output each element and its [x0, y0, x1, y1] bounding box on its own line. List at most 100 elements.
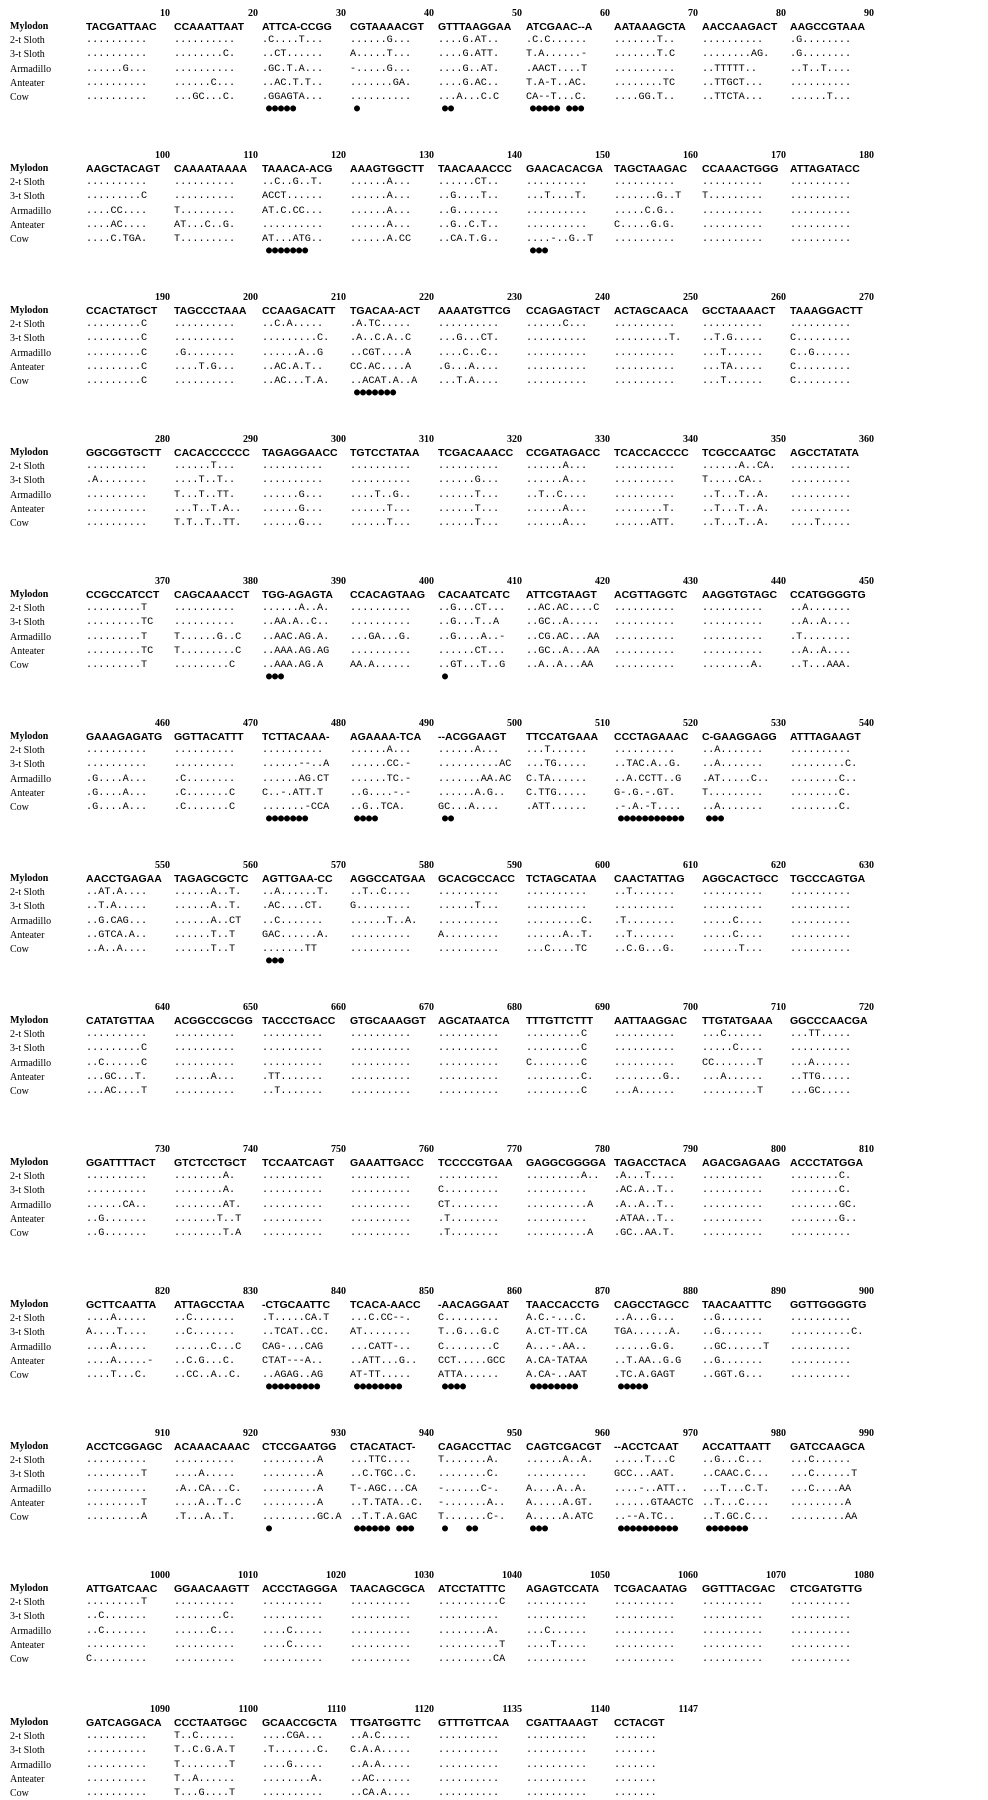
sequence-segment: ..........: [262, 1171, 324, 1183]
sequence-segment: ......C...C: [174, 1341, 242, 1353]
sequence-segment: ..........: [174, 319, 236, 331]
reference-sequence-segment: ATTAGATACC: [790, 163, 860, 175]
sequence-segment: ..C.......: [174, 1327, 236, 1339]
position-number: 850: [419, 1286, 434, 1297]
taxon-label: Cow: [10, 1370, 29, 1381]
sequence-segment: .........GC.A: [262, 1512, 342, 1523]
sequence-segment: ..........: [790, 1313, 852, 1325]
sequence-segment: ..........: [526, 1469, 588, 1481]
reference-sequence-segment: --ACGGAAGT: [438, 731, 507, 743]
sequence-segment: ..G.CAG...: [86, 915, 148, 927]
sequence-segment: CCT.....GCC: [438, 1355, 506, 1367]
sequence-segment: .........A: [262, 1469, 324, 1481]
position-number: 50: [512, 8, 522, 19]
sequence-segment: .........A: [790, 1497, 852, 1509]
sequence-segment: A.........: [438, 929, 500, 941]
sequence-segment: ..........: [350, 1639, 412, 1651]
sequence-segment: ..........: [526, 887, 588, 899]
sequence-segment: ..........: [526, 1654, 588, 1665]
sequence-segment: ......ATT.: [614, 518, 676, 529]
taxon-label: 2-t Sloth: [10, 177, 45, 189]
reference-sequence-segment: GTGCAAAGGT: [350, 1015, 426, 1027]
sequence-segment: T..G...G.C: [438, 1327, 500, 1339]
position-number: 120: [331, 150, 346, 161]
sequence-segment: ..GC......T: [702, 1341, 770, 1353]
reference-sequence-segment: GGAACAAGTT: [174, 1583, 250, 1595]
position-number: 470: [243, 718, 258, 729]
position-number: 870: [595, 1286, 610, 1297]
reference-sequence-segment: GAACACACGA: [526, 163, 603, 175]
sequence-segment: ....-..ATT..: [614, 1483, 688, 1495]
sequence-segment: ......A..T.: [174, 901, 242, 913]
reference-sequence-segment: TACGATTAAC: [86, 21, 157, 33]
taxon-label: Armadillo: [10, 1341, 52, 1353]
sequence-segment: T.........C: [174, 645, 242, 657]
reference-sequence-segment: TAACAGCGCA: [350, 1583, 426, 1595]
sequence-segment: ...TG.....: [526, 759, 588, 771]
taxon-label: Cow: [10, 1228, 29, 1239]
sequence-segment: ..........: [526, 361, 588, 373]
position-number: 200: [243, 292, 258, 303]
reference-sequence-segment: AGAGTCCATA: [526, 1583, 600, 1595]
sequence-segment: C.........: [790, 333, 852, 345]
sequence-segment: .........C: [86, 347, 148, 359]
sequence-segment: ..GC..A...AA: [526, 645, 600, 657]
sequence-segment: ..........: [86, 1483, 148, 1495]
sequence-segment: ..........: [526, 376, 588, 387]
sequence-segment: ....C..C..: [438, 347, 500, 359]
sequence-segment: ..........: [86, 1455, 148, 1467]
position-number: 30: [336, 8, 346, 19]
sequence-segment: ..........: [614, 631, 676, 643]
sequence-segment: ....A.....-: [86, 1355, 154, 1367]
reference-sequence-segment: TCGACAATAG: [614, 1583, 688, 1595]
sequence-segment: ..........: [438, 887, 500, 899]
sequence-segment: ..C.G...C.: [174, 1355, 236, 1367]
sequence-segment: ..........: [350, 617, 412, 629]
position-number: 250: [683, 292, 698, 303]
taxon-label: 3-t Sloth: [10, 333, 45, 345]
sequence-segment: ..........: [614, 461, 676, 473]
sequence-segment: T..C......: [174, 1731, 236, 1743]
sequence-segment: ..A..A....: [790, 617, 852, 629]
position-number: 1050: [590, 1570, 610, 1581]
sequence-segment: ......A...: [350, 205, 412, 217]
sequence-segment: ....T.G...: [174, 361, 236, 373]
sequence-segment: ..........: [350, 1611, 412, 1623]
sequence-segment: ..T..C....: [526, 489, 588, 501]
reference-sequence-segment: TAACAAACCC: [438, 163, 512, 175]
reference-sequence-segment: AGAAAA-TCA: [350, 731, 422, 743]
position-number: 150: [595, 150, 610, 161]
sequence-segment: ....T...C.: [86, 1370, 148, 1381]
sequence-segment: ..........: [262, 475, 324, 487]
sequence-segment: ..........: [174, 376, 236, 387]
sequence-segment: ......T...: [790, 92, 852, 103]
sequence-segment: ..A..A....: [790, 645, 852, 657]
reference-sequence-segment: ACCCTAGGGA: [262, 1583, 338, 1595]
variable-site-markers: ●●●: [266, 955, 285, 967]
taxon-label: Cow: [10, 944, 29, 955]
taxon-label: Armadillo: [10, 489, 52, 501]
sequence-segment: .........C: [86, 1043, 148, 1055]
sequence-segment: .T........: [614, 915, 676, 927]
sequence-segment: ..A.A.....: [350, 1759, 412, 1771]
sequence-segment: T.....CA..: [702, 475, 764, 487]
sequence-segment: ......A..T.: [526, 929, 594, 941]
sequence-segment: ......G...: [350, 35, 412, 47]
sequence-segment: ...T.A....: [438, 376, 500, 387]
sequence-segment: ..........: [174, 63, 236, 75]
reference-sequence-segment: GGATTTTACT: [86, 1157, 156, 1169]
position-number: 60: [600, 8, 610, 19]
sequence-segment: ..AC......: [350, 1773, 412, 1785]
position-number: 540: [859, 718, 874, 729]
sequence-segment: ....G.....: [262, 1759, 324, 1771]
sequence-segment: ..AAA.AG.A: [262, 660, 324, 671]
sequence-segment: ..AAC.AG.A.: [262, 631, 330, 643]
position-number: 450: [859, 576, 874, 587]
sequence-segment: G-.G.-.GT.: [614, 787, 676, 799]
sequence-segment: ...T....T.: [526, 191, 588, 203]
sequence-segment: ..T.A.....: [86, 901, 148, 913]
sequence-segment: ..........: [350, 1228, 412, 1239]
sequence-segment: ..........: [350, 1213, 412, 1225]
sequence-segment: .........C: [526, 1029, 588, 1041]
sequence-segment: ..G...CT...: [438, 603, 506, 615]
